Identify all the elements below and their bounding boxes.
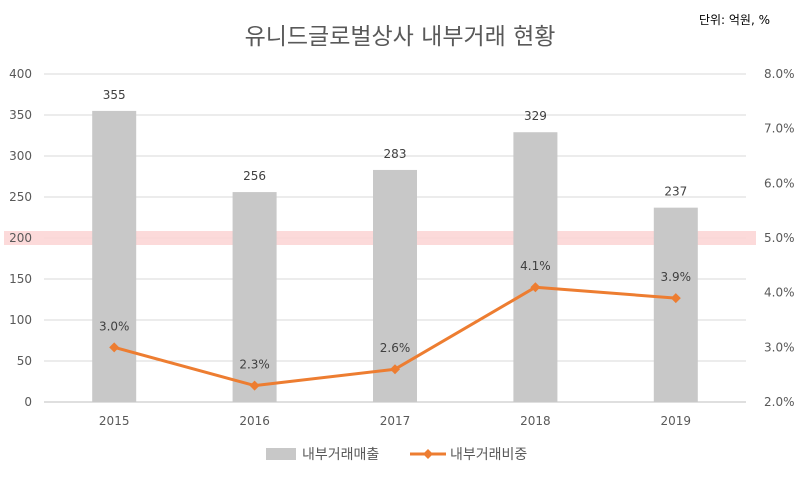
right-tick-label: 8.0% — [764, 67, 795, 81]
legend-swatch-marker — [423, 449, 433, 459]
left-tick-label: 300 — [9, 149, 32, 163]
right-tick-label: 2.0% — [764, 395, 795, 409]
unit-note: 단위: 억원, % — [699, 13, 770, 27]
x-tick-label: 2019 — [661, 414, 692, 428]
x-tick-label: 2016 — [239, 414, 270, 428]
line-value-label: 2.6% — [380, 341, 411, 355]
bar — [92, 110, 137, 403]
line-value-label: 3.9% — [661, 270, 692, 284]
left-tick-label: 350 — [9, 108, 32, 122]
legend: 내부거래매출 내부거래비중 — [266, 447, 527, 463]
right-tick-label: 3.0% — [764, 340, 795, 354]
left-tick-label: 50 — [17, 354, 32, 368]
bar-value-label: 329 — [524, 109, 547, 123]
bar-value-label: 355 — [103, 88, 126, 102]
x-tick-label: 2015 — [99, 414, 130, 428]
bar — [373, 169, 417, 402]
bar — [653, 207, 698, 402]
left-tick-label: 400 — [9, 67, 32, 81]
left-tick-label: 0 — [24, 395, 32, 409]
bar — [513, 132, 558, 402]
chart-title: 유니드글로벌상사 내부거래 현황 — [245, 24, 556, 50]
bar-value-label: 256 — [243, 169, 266, 183]
right-tick-label: 5.0% — [764, 231, 795, 245]
line-point — [109, 342, 120, 353]
left-tick-label: 250 — [9, 190, 32, 204]
x-tick-label: 2017 — [380, 414, 411, 428]
left-tick-label: 150 — [9, 272, 32, 286]
right-tick-label: 7.0% — [764, 122, 795, 136]
line-point — [390, 364, 400, 375]
right-tick-label: 4.0% — [764, 286, 795, 300]
line-point — [670, 293, 681, 304]
left-tick-label: 100 — [9, 313, 32, 327]
bar — [232, 192, 277, 402]
line-value-label: 3.0% — [99, 319, 130, 333]
x-axis: 2015 2016 2017 2018 2019 — [99, 414, 691, 428]
legend-label-bar: 내부거래매출 — [302, 447, 379, 463]
bar-series: 355 256 283 329 237 — [92, 88, 698, 403]
legend-label-line: 내부거래비중 — [450, 447, 527, 463]
line-series: 3.0% 2.3% 2.6% 4.1% 3.9% — [99, 259, 692, 391]
legend-swatch-bar — [266, 448, 296, 460]
x-tick-label: 2018 — [520, 414, 551, 428]
line-point — [249, 380, 260, 391]
line-value-label: 2.3% — [239, 358, 270, 372]
left-axis: 0 50 100 150 200 250 300 350 400 — [9, 67, 32, 409]
right-tick-label: 6.0% — [764, 176, 795, 190]
bar-value-label: 283 — [384, 147, 407, 161]
right-axis: 2.0% 3.0% 4.0% 5.0% 6.0% 7.0% 8.0% — [764, 67, 795, 409]
left-tick-label: 200 — [9, 231, 32, 245]
line-point — [530, 282, 541, 293]
bar-value-label: 237 — [664, 185, 687, 199]
line-value-label: 4.1% — [520, 259, 551, 273]
